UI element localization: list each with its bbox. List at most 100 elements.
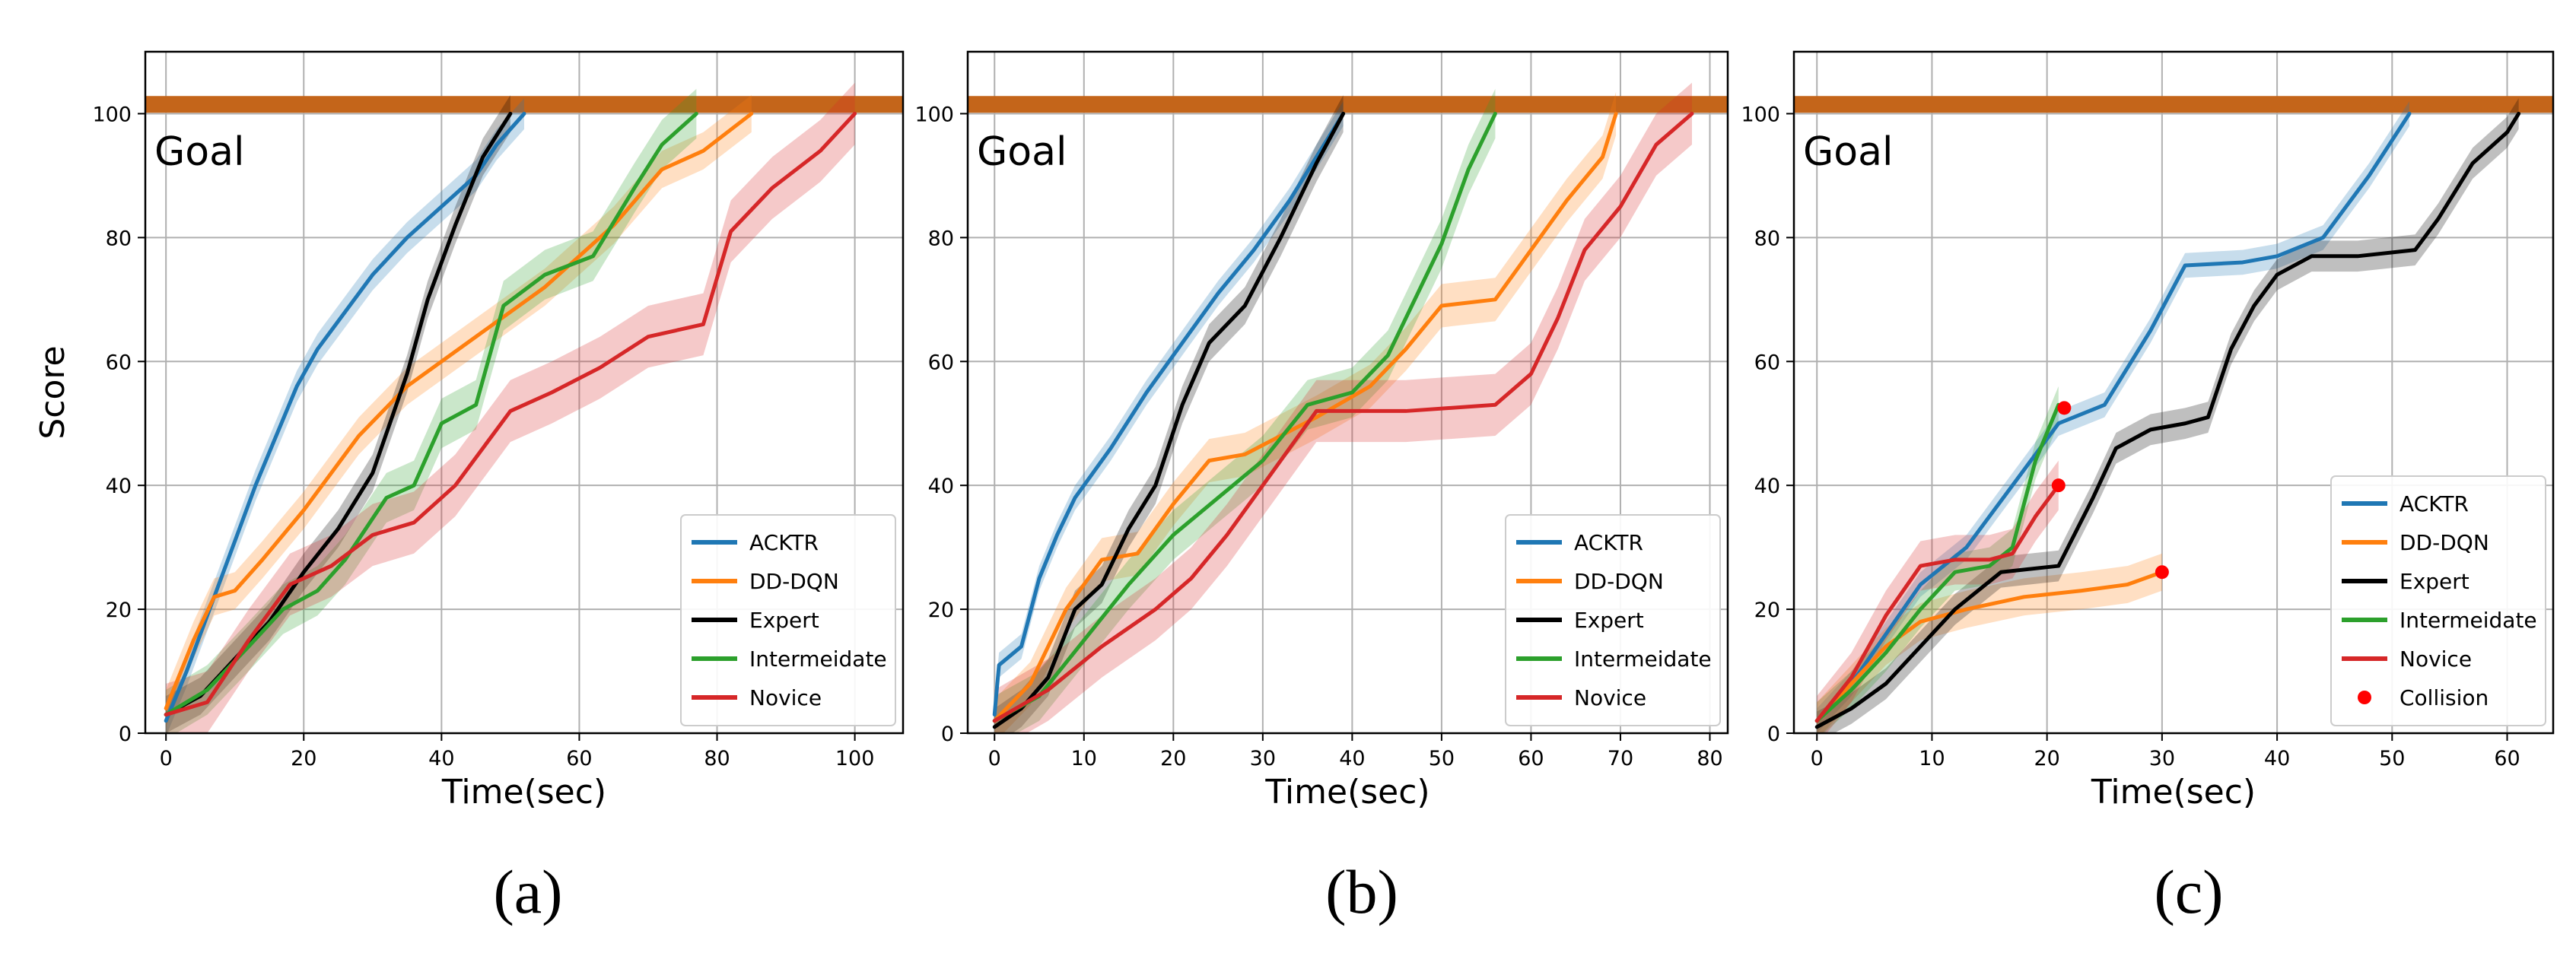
x-tick-label: 70 xyxy=(1608,747,1633,770)
y-tick-label: 60 xyxy=(1754,351,1780,374)
collision-point xyxy=(2155,565,2169,580)
x-tick-label: 40 xyxy=(428,747,454,770)
y-tick-label: 80 xyxy=(1754,227,1780,250)
legend-label-collision: Collision xyxy=(2399,685,2489,710)
legend-label-novice: Novice xyxy=(1574,685,1646,710)
x-tick-label: 0 xyxy=(1811,747,1824,770)
panel-caption: (c) xyxy=(2154,857,2223,926)
y-tick-label: 80 xyxy=(106,227,132,250)
goal-line xyxy=(1794,96,2553,113)
series-line-dd-dqn xyxy=(992,111,1618,723)
series-line-intermeidate xyxy=(992,111,1497,723)
x-tick-label: 50 xyxy=(2379,747,2405,770)
goal-line xyxy=(968,96,1728,113)
data-area xyxy=(1794,96,2553,733)
x-tick-label: 40 xyxy=(2264,747,2290,770)
legend: ACKTR DD-DQN Expert Intermeidate Novice Colli… xyxy=(2330,475,2546,726)
x-tick-label: 0 xyxy=(160,747,173,770)
series-line-dd-dqn xyxy=(1814,570,2164,723)
series-line-expert xyxy=(1814,111,2521,729)
x-axis-title: Time(sec) xyxy=(1264,773,1430,812)
legend-swatch-collision xyxy=(2358,691,2371,704)
x-tick-label: 80 xyxy=(704,747,730,770)
x-tick-label: 30 xyxy=(1250,747,1276,770)
x-tick-label: 60 xyxy=(2494,747,2520,770)
series-line-acktr xyxy=(1814,111,2412,723)
x-tick-label: 100 xyxy=(835,747,875,770)
goal-label: Goal xyxy=(977,129,1067,175)
band-acktr xyxy=(994,101,1344,727)
legend-label-novice: Novice xyxy=(2399,646,2472,672)
x-tick-label: 20 xyxy=(291,747,316,770)
goal-label: Goal xyxy=(1803,129,1893,175)
panel-b: 0 10 20 30 40 50 60 70 80 0 20 40 60 80 100 Goal Time(se… xyxy=(914,50,1729,926)
y-tick-label: 100 xyxy=(1741,103,1780,126)
legend-label-dd-dqn: DD-DQN xyxy=(1574,569,1664,594)
band-novice xyxy=(166,82,855,733)
axes-frame xyxy=(144,50,905,735)
x-tick-label: 50 xyxy=(1429,747,1455,770)
y-tick-label: 20 xyxy=(1754,599,1780,622)
y-tick-label: 100 xyxy=(92,103,132,126)
x-tick-label: 60 xyxy=(1518,747,1544,770)
y-tick-label: 100 xyxy=(914,103,954,126)
legend-label-intermeidate: Intermeidate xyxy=(1574,646,1712,672)
legend-label-acktr: ACKTR xyxy=(1574,530,1643,555)
legend-box xyxy=(1505,514,1721,726)
band-dd-dqn xyxy=(166,95,752,727)
x-tick-label: 10 xyxy=(1071,747,1097,770)
series-line-novice xyxy=(992,111,1694,723)
x-tick-label: 20 xyxy=(2034,747,2059,770)
x-axis-title: Time(sec) xyxy=(441,773,606,812)
x-axis-title: Time(sec) xyxy=(2091,773,2256,812)
axes-frame xyxy=(1792,50,2555,735)
series-line-novice xyxy=(164,111,857,717)
x-tick-label: 20 xyxy=(1160,747,1186,770)
x-tick-label: 0 xyxy=(988,747,1001,770)
legend-label-intermeidate: Intermeidate xyxy=(749,646,887,672)
x-tick-label: 10 xyxy=(1919,747,1945,770)
y-tick-label: 40 xyxy=(928,475,954,498)
series-line-dd-dqn xyxy=(164,111,754,710)
y-tick-label: 0 xyxy=(119,723,132,746)
series-line-intermeidate xyxy=(164,111,698,717)
legend-label-novice: Novice xyxy=(749,685,822,710)
legend-label-intermeidate: Intermeidate xyxy=(2399,608,2537,633)
legend-label-expert: Expert xyxy=(749,608,819,633)
axes-frame xyxy=(966,50,1729,735)
band-intermeidate xyxy=(994,88,1496,733)
x-tick-label: 80 xyxy=(1697,747,1722,770)
panel-a: 0 20 40 60 80 100 0 20 40 60 80 100 Goal Time(sec) Sco… xyxy=(33,50,905,926)
legend-label-dd-dqn: DD-DQN xyxy=(749,569,839,594)
band-acktr xyxy=(166,98,524,733)
band-novice xyxy=(1817,460,2059,733)
legend-label-acktr: ACKTR xyxy=(2399,491,2469,516)
y-tick-label: 60 xyxy=(928,351,954,374)
legend-label-acktr: ACKTR xyxy=(749,530,819,555)
band-dd-dqn xyxy=(1817,553,2162,733)
legend-label-expert: Expert xyxy=(1574,608,1644,633)
data-area xyxy=(968,82,1728,733)
y-tick-label: 80 xyxy=(928,227,954,250)
legend: ACKTR DD-DQN Expert Intermeidate Novice xyxy=(1505,514,1721,726)
legend-box xyxy=(680,514,896,726)
band-expert xyxy=(166,95,510,733)
y-tick-label: 40 xyxy=(1754,475,1780,498)
y-tick-label: 60 xyxy=(106,351,132,374)
series-line-intermeidate xyxy=(1814,402,2061,723)
x-tick-label: 30 xyxy=(2149,747,2175,770)
x-tick-label: 40 xyxy=(1339,747,1365,770)
y-axis-title: Score xyxy=(33,345,72,439)
data-area xyxy=(145,82,903,733)
legend-box xyxy=(2330,475,2546,726)
y-tick-label: 20 xyxy=(106,599,132,622)
band-intermeidate xyxy=(166,88,697,733)
x-tick-label: 60 xyxy=(566,747,592,770)
y-tick-label: 20 xyxy=(928,599,954,622)
y-tick-label: 0 xyxy=(1767,723,1780,746)
legend-label-expert: Expert xyxy=(2399,569,2469,594)
series-line-expert xyxy=(992,111,1346,729)
panel-caption: (b) xyxy=(1325,857,1398,926)
legend: ACKTR DD-DQN Expert Intermeidate Novice xyxy=(680,514,896,726)
